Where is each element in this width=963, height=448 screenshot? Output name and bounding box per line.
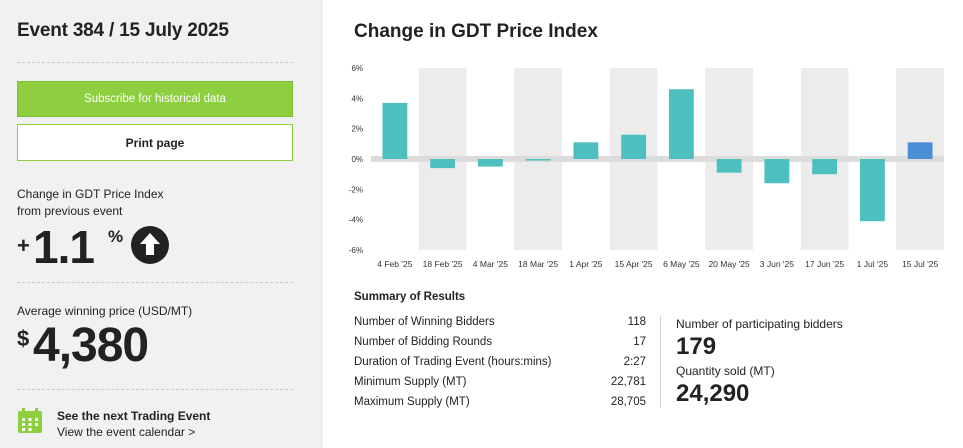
chart-bar [907, 142, 933, 159]
x-tick-label: 6 May '25 [663, 259, 700, 269]
change-value: 1.1 [33, 221, 95, 273]
summary-row-value: 2:27 [623, 356, 646, 368]
x-tick-label: 1 Jul '25 [857, 259, 889, 269]
x-tick-label: 18 Mar '25 [518, 259, 558, 269]
summary-row: Number of Winning Bidders 118 [354, 316, 646, 328]
y-tick-label: 0% [351, 155, 363, 164]
summary-row-label: Number of Bidding Rounds [354, 336, 493, 348]
bidders-label: Number of participating bidders [676, 317, 843, 331]
zero-line [371, 156, 944, 162]
avg-price-value: 4,380 [33, 319, 149, 372]
avg-price-sign: $ [17, 326, 30, 351]
quantity-label: Quantity sold (MT) [676, 364, 775, 378]
y-tick-label: 2% [351, 125, 363, 134]
summary-row: Minimum Supply (MT) 22,781 [354, 376, 646, 388]
chart-title: Change in GDT Price Index [354, 21, 598, 42]
quantity-value: 24,290 [676, 380, 750, 407]
change-label: Change in GDT Price Index [17, 187, 164, 201]
summary-row-label: Maximum Supply (MT) [354, 396, 470, 408]
y-tick-label: -6% [349, 246, 363, 255]
up-arrow-icon [131, 226, 169, 264]
change-unit: % [108, 227, 124, 246]
x-tick-label: 4 Mar '25 [473, 259, 508, 269]
summary-row-label: Minimum Supply (MT) [354, 376, 467, 388]
summary-row: Maximum Supply (MT) 28,705 [354, 396, 646, 408]
x-tick-label: 15 Apr '25 [615, 259, 653, 269]
summary-divider [660, 316, 661, 408]
x-tick-label: 1 Apr '25 [569, 259, 603, 269]
chart-bar [621, 134, 647, 159]
chart-bar [573, 142, 599, 159]
chart-bar [430, 159, 456, 169]
chart-bar [525, 159, 551, 161]
divider [17, 282, 293, 283]
y-tick-label: -2% [349, 185, 363, 194]
summary-row-value: 118 [627, 316, 646, 328]
y-tick-label: 6% [351, 64, 363, 73]
x-tick-label: 4 Feb '25 [377, 259, 412, 269]
change-sub-label: from previous event [17, 204, 123, 218]
summary-row-value: 22,781 [610, 376, 646, 388]
x-tick-label: 20 May '25 [708, 259, 750, 269]
calendar-icon[interactable] [17, 408, 43, 434]
summary-row-value: 28,705 [610, 396, 646, 408]
divider [17, 389, 293, 390]
chart-bar [668, 89, 694, 159]
summary-row: Number of Bidding Rounds 17 [354, 336, 646, 348]
chart-bar [812, 159, 838, 175]
print-button[interactable]: Print page [17, 124, 293, 161]
chart-bar [764, 159, 790, 184]
event-title: Event 384 / 15 July 2025 [17, 20, 229, 41]
x-tick-label: 3 Jun '25 [760, 259, 795, 269]
summary-row: Duration of Trading Event (hours:mins) 2:… [354, 356, 646, 368]
bidders-value: 179 [676, 333, 717, 360]
next-event-title: See the next Trading Event [57, 409, 211, 423]
event-calendar-link[interactable]: View the event calendar > [57, 425, 196, 439]
change-sign: + [17, 233, 30, 258]
price-index-chart: 6% 4% 2% 0% -2% -4% -6% 4 Feb '25 18 Feb '25 4 Ma… [349, 64, 944, 269]
summary-title: Summary of Results [354, 291, 466, 303]
summary-row-label: Number of Winning Bidders [354, 316, 495, 328]
y-tick-label: 4% [351, 94, 363, 103]
divider [17, 62, 293, 63]
x-tick-label: 15 Jul '25 [902, 259, 938, 269]
y-tick-label: -4% [349, 216, 363, 225]
x-tick-label: 17 Jun '25 [805, 259, 844, 269]
chart-bar [382, 102, 408, 159]
summary-row-label: Duration of Trading Event (hours:mins) [354, 356, 552, 368]
chart-bar [716, 159, 742, 173]
subscribe-button[interactable]: Subscribe for historical data [17, 81, 293, 117]
x-tick-label: 18 Feb '25 [423, 259, 463, 269]
summary-row-value: 17 [633, 336, 646, 348]
chart-bar [477, 159, 503, 167]
avg-price-label: Average winning price (USD/MT) [17, 304, 193, 318]
chart-bar [859, 159, 885, 222]
sidebar: Event 384 / 15 July 2025 Subscribe for h… [0, 0, 323, 448]
